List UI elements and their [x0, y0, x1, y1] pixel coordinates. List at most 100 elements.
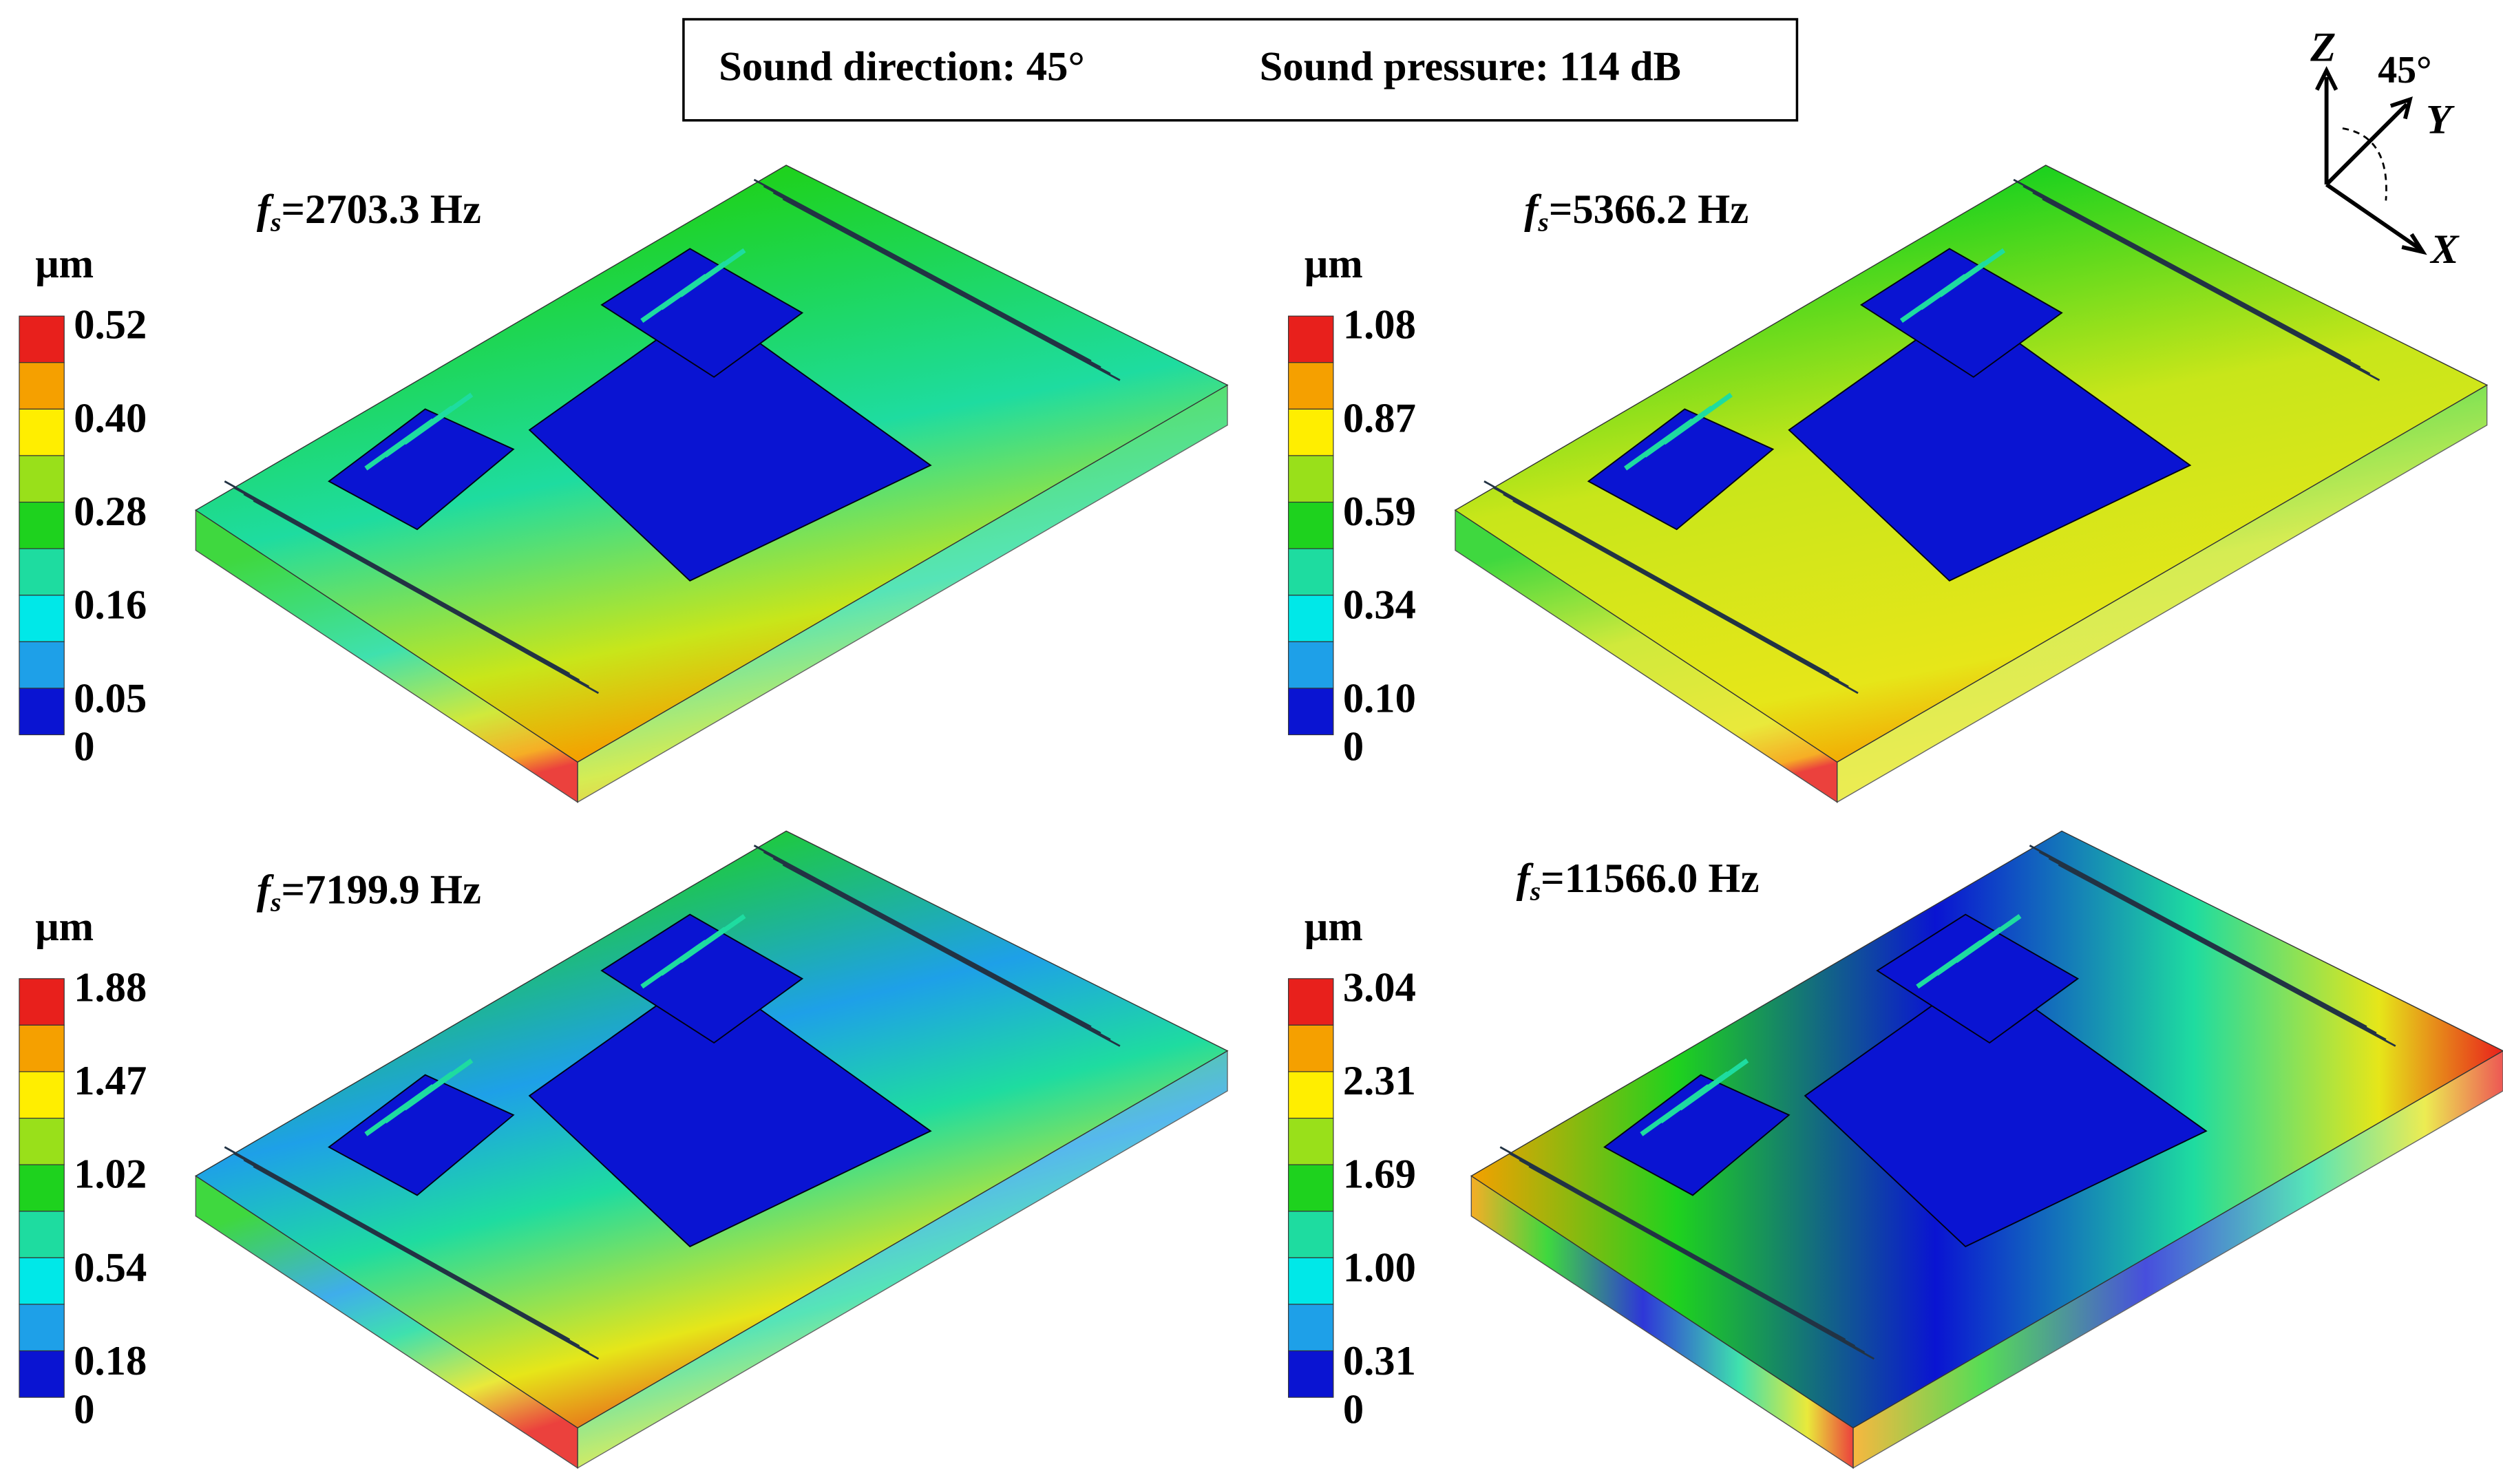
proof-mass [328, 408, 515, 531]
legend-swatch [19, 1304, 65, 1352]
comb-beam [253, 1165, 600, 1360]
comb-beam [772, 857, 1111, 1041]
axis-angle: 45° [2378, 49, 2431, 92]
comb-beam [2038, 851, 2377, 1035]
comb-beam [2042, 198, 2380, 381]
legend-label: 0.05 [74, 675, 147, 721]
comb-beam [763, 851, 1101, 1035]
sound-direction: Sound direction: 45° [719, 43, 1085, 89]
frequency-frequency: =2703.3 Hz [282, 187, 481, 233]
finger [679, 248, 746, 297]
comb-beam [753, 178, 1092, 362]
legend-swatch [1288, 1024, 1334, 1072]
legend-swatch [1288, 688, 1334, 736]
legend-label: 0 [74, 1386, 94, 1432]
legend-swatch [19, 1024, 65, 1072]
legend-swatch [1288, 455, 1334, 503]
proof-mass [600, 913, 804, 1044]
finger [403, 1058, 474, 1111]
finger [1662, 392, 1733, 445]
frequency-subscript: s [270, 887, 281, 918]
frequency-frequency: =11566.0 Hz [1541, 856, 1759, 902]
legend-label: 0.10 [1343, 675, 1416, 721]
legend-label: 0.54 [74, 1244, 147, 1291]
legend-swatch [19, 1350, 65, 1398]
legend-swatch [19, 688, 65, 736]
finger [1954, 914, 2022, 964]
comb-beam [753, 845, 1092, 1028]
unit: μm [1305, 904, 1363, 950]
legend-label: 0.31 [1343, 1338, 1416, 1384]
legend-label: 0 [1343, 1386, 1364, 1432]
comb-beam [2032, 191, 2371, 375]
panel [195, 165, 1229, 803]
proof-mass [1587, 408, 1775, 531]
finger [1938, 248, 2006, 297]
comb-beam [772, 191, 1111, 375]
legend-swatch [1288, 1211, 1334, 1258]
legend-swatch [19, 408, 65, 456]
legend-label: 0 [1343, 724, 1364, 770]
unit: μm [35, 241, 94, 287]
legend-swatch [1288, 978, 1334, 1026]
comb-beam [1512, 499, 1859, 695]
comb-beam [1528, 1165, 1875, 1360]
legend-swatch [19, 315, 65, 363]
legend-swatch [19, 1117, 65, 1165]
legend-swatch [1288, 1350, 1334, 1398]
finger [1678, 1058, 1749, 1111]
comb-beam [2029, 845, 2367, 1028]
legend-label: 3.04 [1343, 964, 1416, 1010]
proof-mass [1788, 304, 2192, 582]
legend-swatch [1288, 1117, 1334, 1165]
panel [195, 830, 1229, 1469]
legend-swatch [1288, 548, 1334, 596]
proof-mass [1603, 1074, 1791, 1196]
comb-beam [2013, 178, 2352, 362]
proof-mass [1804, 969, 2208, 1248]
legend-swatch [1288, 1257, 1334, 1305]
axis-y: Y [2426, 96, 2455, 142]
frequency-label: fs=5366.2 Hz [1524, 187, 1749, 237]
legend-label: 1.69 [1343, 1152, 1416, 1198]
legend-label: 2.31 [1343, 1058, 1416, 1104]
comb-beam [2058, 864, 2396, 1047]
frequency-frequency: =7199.9 Hz [282, 867, 481, 913]
comb-beam [763, 185, 1101, 368]
legend-label: 1.47 [74, 1058, 147, 1104]
legend-swatch [1288, 1071, 1334, 1119]
frequency-subscript: s [1537, 206, 1548, 237]
comb-beam [2048, 857, 2387, 1041]
frequency-label: fs=7199.9 Hz [257, 867, 481, 918]
legend-swatch [1288, 1304, 1334, 1352]
proof-mass [600, 248, 804, 378]
legend-label: 0 [74, 724, 94, 770]
legend-swatch [19, 595, 65, 642]
proof-mass [528, 969, 932, 1248]
legend-swatch [19, 501, 65, 549]
frequency-subscript: s [270, 206, 281, 237]
proof-mass [1876, 913, 2080, 1044]
header-box [682, 18, 1799, 122]
legend-swatch [19, 1071, 65, 1119]
frequency-label: fs=11566.0 Hz [1517, 856, 1760, 907]
proof-mass [528, 304, 932, 582]
frequency-subscript: s [1530, 876, 1541, 906]
unit: μm [1305, 241, 1363, 287]
legend-label: 1.88 [74, 964, 147, 1010]
legend-label: 1.02 [74, 1152, 147, 1198]
panel [1470, 830, 2503, 1469]
legend-swatch [19, 641, 65, 689]
legend-swatch [19, 548, 65, 596]
axis-z: Z [2310, 25, 2336, 71]
legend-swatch [19, 1164, 65, 1212]
comb-beam [782, 198, 1121, 381]
panel [1454, 165, 2489, 803]
legend-label: 0.18 [74, 1338, 147, 1384]
legend-label: 0.28 [74, 489, 147, 535]
legend-swatch [1288, 408, 1334, 456]
unit: μm [35, 904, 94, 950]
legend-label: 0.52 [74, 302, 147, 348]
